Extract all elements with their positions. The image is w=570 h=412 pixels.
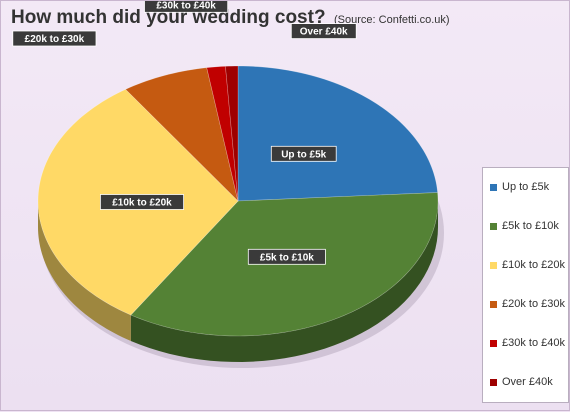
legend-swatch: [490, 183, 497, 191]
data-label-text: £10k to £20k: [112, 198, 172, 209]
pie-slice-over-40k: [225, 65, 239, 202]
data-label-3: £20k to £30k: [12, 30, 97, 47]
pie-slice--20k-to-30k: [125, 67, 239, 202]
legend-swatch: [490, 300, 497, 308]
data-label-box: [100, 194, 184, 210]
chart-legend: Up to £5k £5k to £10k £10k to £20k £20k to …: [482, 167, 569, 403]
legend-item: £5k to £10k: [490, 219, 559, 233]
data-label-text: Over £40k: [300, 27, 348, 38]
legend-label: Over £40k: [502, 376, 553, 388]
legend-label: Up to £5k: [502, 181, 550, 193]
data-label-box: [247, 248, 326, 265]
legend-swatch: [490, 261, 497, 269]
legend-label: £5k to £10k: [502, 220, 559, 232]
chart-title-block: How much did your wedding cost? (Source:…: [11, 7, 450, 29]
legend-label: £10k to £20k: [502, 259, 565, 271]
legend-swatch: [490, 222, 497, 230]
data-label-box: [144, 1, 229, 13]
pie-slice-up-to-5k: [237, 65, 438, 202]
legend-label: £30k to £40k: [502, 337, 565, 349]
chart-subtitle: (Source: Confetti.co.uk): [334, 14, 450, 26]
legend-swatch: [490, 339, 497, 347]
legend-swatch: [490, 378, 497, 386]
legend-item: Over £40k: [490, 375, 553, 389]
data-label-text: £5k to £10k: [260, 252, 314, 263]
pie-sides: [38, 201, 438, 362]
data-label-box: [290, 23, 357, 40]
data-label-4: £30k to £40k: [144, 1, 229, 13]
data-label-2: £10k to £20k: [100, 194, 184, 210]
legend-item: £10k to £20k: [490, 258, 565, 272]
legend-item: Up to £5k: [490, 180, 549, 194]
data-label-box: [270, 145, 337, 162]
data-label-0: Up to £5k: [270, 145, 337, 162]
data-label-text: Up to £5k: [281, 149, 326, 160]
data-label-text: £20k to £30k: [25, 34, 85, 45]
data-label-1: £5k to £10k: [247, 248, 326, 265]
pie-side-1: [130, 201, 438, 362]
legend-label: £20k to £30k: [502, 298, 565, 310]
data-label-box: [12, 30, 97, 47]
data-label-text: £30k to £40k: [156, 1, 216, 11]
data-label-5: Over £40k: [290, 23, 357, 40]
legend-item: £20k to £30k: [490, 297, 565, 311]
legend-item: £30k to £40k: [490, 336, 565, 350]
pie-side-2: [38, 201, 131, 341]
chart-title: How much did your wedding cost?: [11, 7, 326, 28]
